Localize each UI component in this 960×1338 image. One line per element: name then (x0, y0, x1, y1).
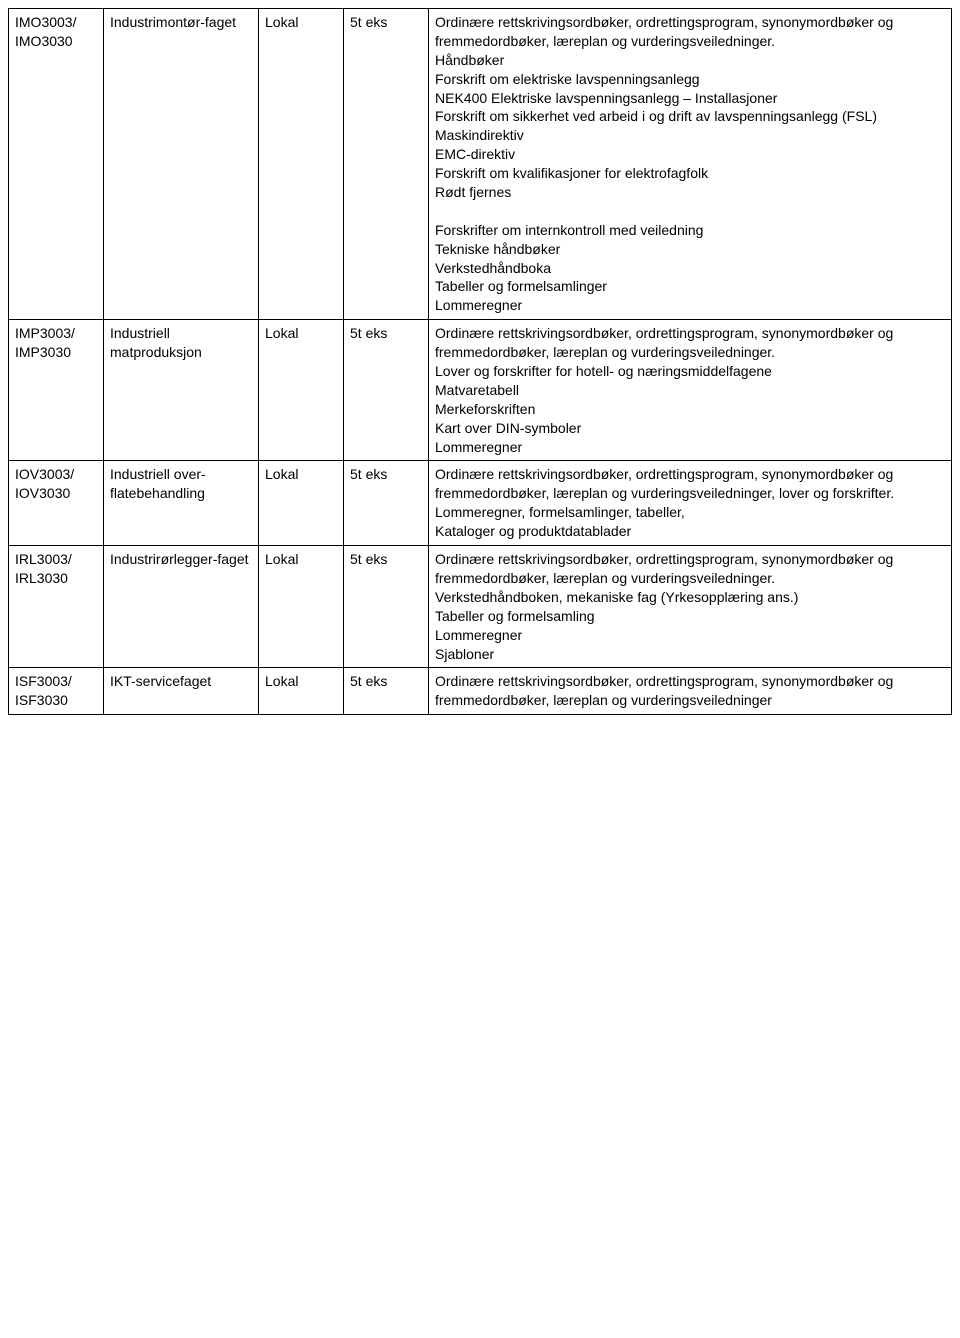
cell-subject: IKT-servicefaget (104, 668, 259, 715)
table-row: IRL3003/ IRL3030 Industrirørlegger-faget… (9, 546, 952, 668)
table-row: ISF3003/ ISF3030 IKT-servicefaget Lokal … (9, 668, 952, 715)
cell-code: IMP3003/ IMP3030 (9, 320, 104, 461)
cell-code: IMO3003/ IMO3030 (9, 9, 104, 320)
cell-type: Lokal (259, 320, 344, 461)
cell-aids: Ordinære rettskrivingsordbøker, ordretti… (429, 546, 952, 668)
cell-time: 5t eks (344, 320, 429, 461)
cell-time: 5t eks (344, 668, 429, 715)
cell-code: ISF3003/ ISF3030 (9, 668, 104, 715)
cell-subject: Industriell over-flatebehandling (104, 461, 259, 546)
cell-aids: Ordinære rettskrivingsordbøker, ordretti… (429, 668, 952, 715)
table-body: IMO3003/ IMO3030 Industrimontør-faget Lo… (9, 9, 952, 715)
cell-aids: Ordinære rettskrivingsordbøker, ordretti… (429, 9, 952, 320)
cell-subject: Industrirørlegger-faget (104, 546, 259, 668)
table-row: IMP3003/ IMP3030 Industriell matproduksj… (9, 320, 952, 461)
cell-aids: Ordinære rettskrivingsordbøker, ordretti… (429, 461, 952, 546)
table-row: IMO3003/ IMO3030 Industrimontør-faget Lo… (9, 9, 952, 320)
cell-time: 5t eks (344, 546, 429, 668)
cell-subject: Industrimontør-faget (104, 9, 259, 320)
cell-aids: Ordinære rettskrivingsordbøker, ordretti… (429, 320, 952, 461)
cell-time: 5t eks (344, 9, 429, 320)
cell-type: Lokal (259, 668, 344, 715)
cell-type: Lokal (259, 461, 344, 546)
aids-table: IMO3003/ IMO3030 Industrimontør-faget Lo… (8, 8, 952, 715)
cell-subject: Industriell matproduksjon (104, 320, 259, 461)
cell-code: IRL3003/ IRL3030 (9, 546, 104, 668)
cell-time: 5t eks (344, 461, 429, 546)
cell-code: IOV3003/ IOV3030 (9, 461, 104, 546)
table-row: IOV3003/ IOV3030 Industriell over-flateb… (9, 461, 952, 546)
cell-type: Lokal (259, 546, 344, 668)
cell-type: Lokal (259, 9, 344, 320)
